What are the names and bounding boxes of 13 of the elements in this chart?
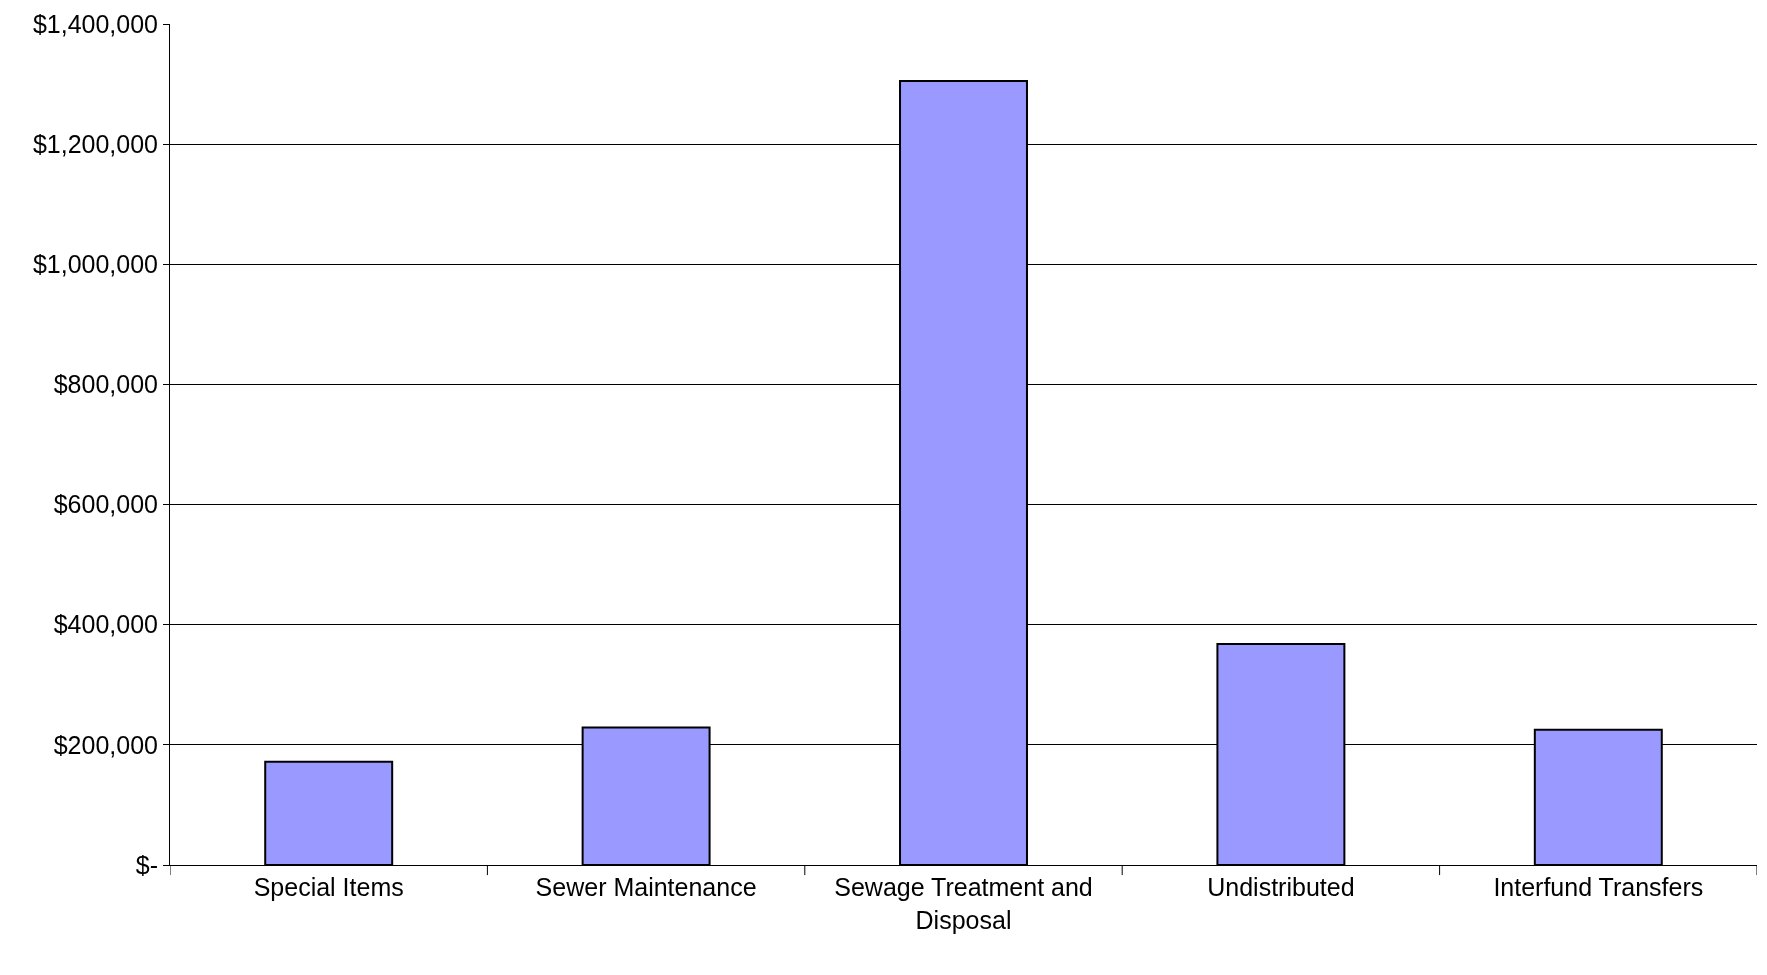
x-tick-label: Sewer Maintenance	[535, 873, 757, 901]
y-tick-label: $400,000	[53, 610, 158, 639]
y-tick-label: $-	[135, 850, 158, 879]
x-tick-label: Interfund Transfers	[1493, 873, 1704, 901]
y-tick-label: $1,400,000	[32, 9, 158, 38]
y-tick-label: $1,000,000	[32, 250, 158, 279]
x-tick-label: Undistributed	[1207, 873, 1355, 901]
y-tick-label: $1,200,000	[32, 129, 158, 158]
x-tick-label: Sewage Treatment and Disposal	[834, 873, 1093, 934]
y-tick-label: $600,000	[53, 490, 158, 519]
y-tick-label: $200,000	[53, 730, 158, 759]
x-tick-label: Special Items	[253, 873, 404, 901]
y-tick-label: $800,000	[53, 370, 158, 399]
